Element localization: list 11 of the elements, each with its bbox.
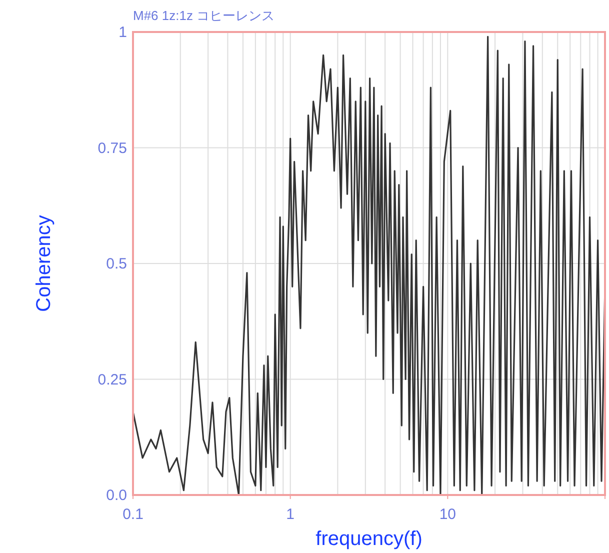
y-axis-title: Coherency [33, 215, 55, 312]
y-tick-label: 0.5 [106, 256, 127, 272]
y-tick-label: 0.25 [98, 371, 127, 388]
y-tick-label: 0.0 [106, 487, 127, 504]
y-tick-label: 1 [118, 24, 127, 41]
x-axis-title: frequency(f) [316, 528, 422, 550]
x-tick-label: 10 [439, 506, 456, 523]
x-tick-label: 1 [286, 506, 295, 523]
y-tick-label: 0.75 [98, 140, 127, 157]
chart-title: M#6 1z:1z コヒーレンス [133, 8, 275, 23]
x-tick-label: 0.1 [122, 506, 144, 523]
